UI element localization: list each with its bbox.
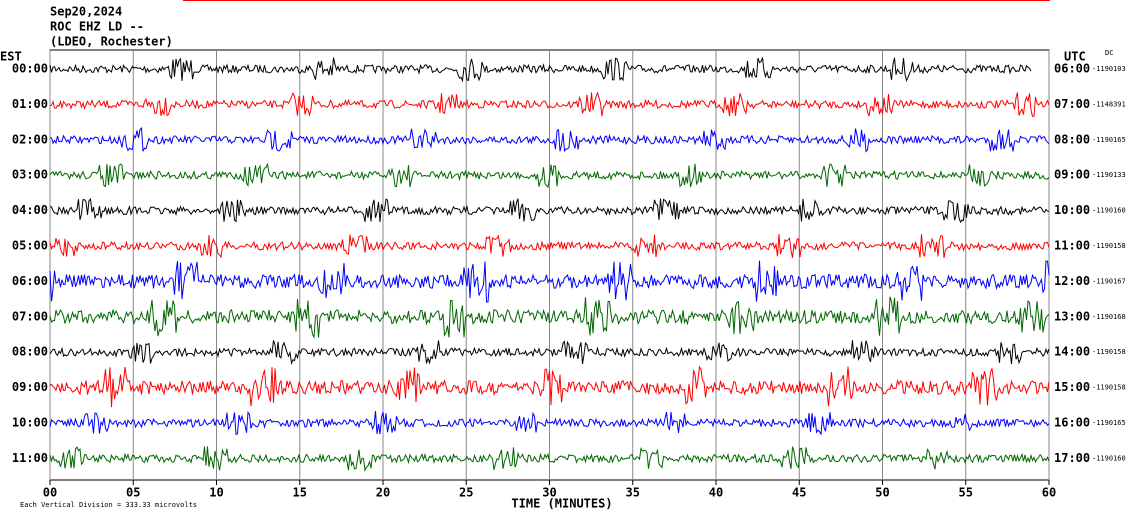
- x-tick-label: 05: [126, 486, 140, 500]
- x-tick-label: 25: [459, 486, 473, 500]
- utc-label: 09:00: [1054, 168, 1090, 182]
- utc-label: 13:00: [1054, 309, 1090, 323]
- trace: [49, 91, 1050, 117]
- trace: [49, 446, 1050, 472]
- dc-value: -1190160: [1092, 207, 1126, 215]
- x-tick-label: 60: [1042, 486, 1056, 500]
- est-label: 06:00: [12, 274, 48, 288]
- dc-value: -1190165: [1092, 136, 1126, 144]
- dc-value: -1190167: [1092, 277, 1126, 285]
- trace: [49, 260, 1050, 303]
- est-label: 02:00: [12, 132, 48, 146]
- x-tick-label: 45: [792, 486, 806, 500]
- title-line: ROC EHZ LD --: [50, 20, 144, 34]
- dc-label: DC: [1105, 49, 1113, 57]
- dc-value: -1190158: [1092, 242, 1126, 250]
- trace: [49, 340, 1050, 366]
- utc-label: 14:00: [1054, 345, 1090, 359]
- x-tick-label: 10: [209, 486, 223, 500]
- dc-value: -1148391: [1092, 100, 1126, 108]
- x-tick-label: 40: [709, 486, 723, 500]
- trace: [49, 162, 1050, 189]
- utc-label: 15:00: [1054, 380, 1090, 394]
- x-tick-label: 35: [626, 486, 640, 500]
- est-label: 03:00: [12, 168, 48, 182]
- est-label: 04:00: [12, 203, 48, 217]
- x-tick-label: 50: [875, 486, 889, 500]
- utc-label: 08:00: [1054, 132, 1090, 146]
- trace: [49, 296, 1050, 339]
- utc-label: 17:00: [1054, 451, 1090, 465]
- utc-label: 10:00: [1054, 203, 1090, 217]
- est-label: 11:00: [12, 451, 48, 465]
- dc-value: -1190165: [1092, 419, 1126, 427]
- utc-label: 07:00: [1054, 97, 1090, 111]
- trace: [49, 234, 1050, 259]
- utc-label: 16:00: [1054, 416, 1090, 430]
- x-axis-label: TIME (MINUTES): [511, 497, 612, 511]
- est-label: 01:00: [12, 97, 48, 111]
- est-label: 10:00: [12, 416, 48, 430]
- dc-value: -1190133: [1092, 171, 1126, 179]
- dc-value: -1190103: [1092, 65, 1126, 73]
- title-line: (LDEO, Rochester): [50, 35, 173, 49]
- x-tick-label: 20: [376, 486, 390, 500]
- dc-value: -1190158: [1092, 348, 1126, 356]
- x-tick-label: 55: [959, 486, 973, 500]
- x-tick-label: 15: [293, 486, 307, 500]
- trace: [49, 57, 1032, 83]
- x-tick-label: 30: [542, 486, 556, 500]
- utc-label: 06:00: [1054, 62, 1090, 76]
- est-label: 07:00: [12, 309, 48, 323]
- dc-value: -1190168: [1092, 313, 1126, 321]
- footer: Each Vertical Division = 333.33 microvol…: [20, 501, 197, 509]
- trace: [49, 365, 1050, 408]
- est-label: 08:00: [12, 345, 48, 359]
- dc-value: -1190158: [1092, 384, 1126, 392]
- trace: [49, 198, 1050, 224]
- utc-label: 11:00: [1054, 239, 1090, 253]
- trace: [49, 126, 1050, 153]
- title-line: Sep20,2024: [50, 5, 122, 19]
- trace: [49, 410, 1050, 436]
- est-label: 00:00: [12, 62, 48, 76]
- x-tick-label: 00: [43, 486, 57, 500]
- right-axis-label: UTC: [1064, 50, 1086, 64]
- dc-value: -1190160: [1092, 454, 1126, 462]
- utc-label: 12:00: [1054, 274, 1090, 288]
- est-label: 05:00: [12, 239, 48, 253]
- left-axis-label: EST: [0, 50, 22, 64]
- est-label: 09:00: [12, 380, 48, 394]
